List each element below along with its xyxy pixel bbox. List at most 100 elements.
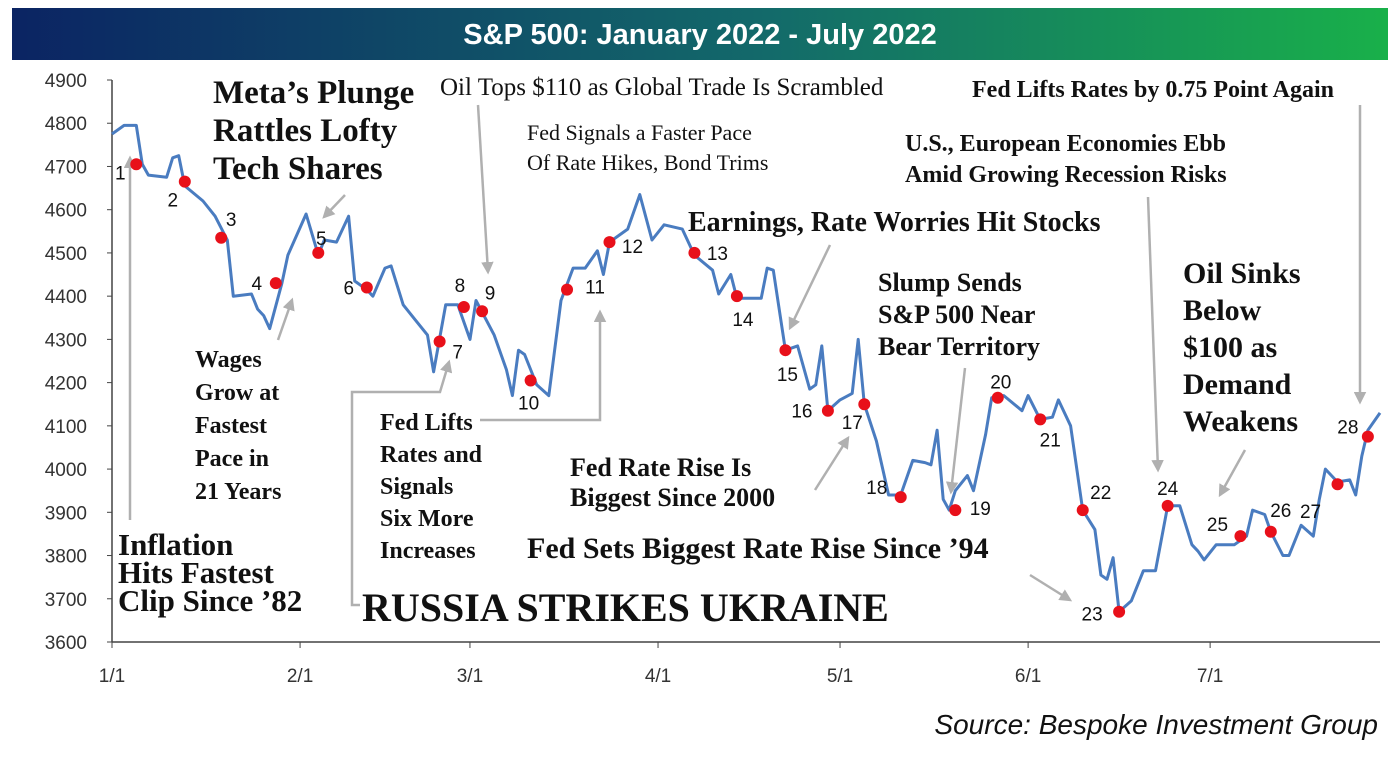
arrow	[480, 309, 607, 422]
y-tick-label: 4900	[45, 71, 87, 92]
annotation: Grow at	[195, 380, 279, 406]
annotation: Fed Sets Biggest Rate Rise Since ’94	[527, 532, 989, 565]
y-tick-label: 4600	[45, 201, 87, 222]
annotation: Fed Rate Rise Is	[570, 453, 751, 482]
annotation: Signals	[380, 474, 453, 500]
y-tick-label: 4400	[45, 287, 87, 308]
arrow	[788, 244, 832, 331]
y-tick-label: 3600	[45, 633, 87, 654]
event-marker	[561, 283, 574, 296]
event-label: 8	[455, 276, 466, 297]
event-label: 15	[777, 365, 798, 386]
event-marker	[269, 277, 282, 290]
event-label: 16	[791, 402, 812, 423]
annotation: Amid Growing Recession Risks	[905, 162, 1227, 188]
annotation: Fed Lifts Rates by 0.75 Point Again	[972, 77, 1334, 103]
event-marker	[894, 491, 907, 504]
price-line	[111, 123, 1382, 614]
annotation: Rates and	[380, 442, 483, 468]
event-marker	[130, 158, 143, 171]
annotation: Fed Lifts	[380, 410, 473, 436]
y-tick-label: 3900	[45, 503, 87, 524]
x-tick-label: 1/1	[99, 666, 125, 687]
event-marker	[949, 504, 962, 517]
annotation: RUSSIA STRIKES UKRAINE	[362, 585, 889, 630]
event-marker	[858, 398, 871, 411]
x-tick-label: 2/1	[287, 666, 313, 687]
annotation: Below	[1183, 294, 1262, 327]
event-label: 11	[585, 278, 605, 299]
event-label: 9	[485, 283, 496, 304]
annotation: 21 Years	[195, 479, 281, 505]
event-label: 6	[344, 279, 355, 300]
event-label: 10	[518, 393, 539, 414]
source-note: Source: Bespoke Investment Group	[934, 709, 1378, 740]
event-marker	[991, 391, 1004, 404]
y-tick-label: 3700	[45, 590, 87, 611]
y-tick-label: 3800	[45, 547, 87, 568]
y-tick-label: 4300	[45, 330, 87, 351]
x-tick-label: 5/1	[827, 666, 853, 687]
title-banner	[12, 8, 1388, 60]
event-label: 25	[1207, 515, 1228, 536]
event-marker	[1076, 504, 1089, 517]
event-label: 28	[1337, 418, 1358, 439]
y-tick-label: 4100	[45, 417, 87, 438]
event-label: 24	[1157, 479, 1179, 500]
event-marker	[457, 300, 470, 313]
arrow	[1029, 573, 1073, 602]
annotation: Demand	[1183, 368, 1292, 401]
annotation: Hits Fastest	[118, 555, 275, 590]
event-label: 14	[732, 310, 754, 331]
event-label: 2	[168, 191, 179, 212]
event-label: 23	[1082, 605, 1103, 626]
x-tick-label: 7/1	[1197, 666, 1223, 687]
arrow	[1146, 196, 1164, 473]
event-marker	[821, 404, 834, 417]
event-label: 4	[252, 274, 263, 295]
y-tick-label: 4800	[45, 114, 87, 135]
annotation: $100 as	[1183, 331, 1277, 364]
arrow	[276, 297, 295, 341]
event-label: 12	[622, 237, 643, 258]
annotation: Pace in	[195, 446, 269, 472]
arrow	[350, 359, 453, 607]
event-label: 13	[707, 244, 728, 265]
y-tick-label: 4700	[45, 157, 87, 178]
event-marker	[476, 305, 489, 318]
event-label: 7	[452, 343, 463, 364]
annotation: Oil Sinks	[1183, 257, 1301, 290]
event-marker	[1234, 530, 1247, 543]
event-label: 1	[115, 163, 126, 184]
x-tick-label: 6/1	[1015, 666, 1041, 687]
event-marker	[360, 281, 373, 294]
annotation: Bear Territory	[878, 332, 1040, 361]
annotation: Tech Shares	[213, 151, 383, 187]
event-label: 21	[1040, 430, 1061, 451]
event-label: 22	[1090, 483, 1111, 504]
annotation: U.S., European Economies Ebb	[905, 131, 1226, 157]
annotation: Slump Sends	[878, 268, 1022, 297]
annotation-arrows	[123, 104, 1367, 607]
event-label: 3	[226, 210, 237, 231]
event-marker	[1331, 478, 1344, 491]
event-label: 5	[316, 229, 327, 250]
annotation: Six More	[380, 506, 474, 532]
annotation: Fed Signals a Faster Pace	[527, 120, 752, 145]
event-marker	[1361, 430, 1374, 443]
arrow	[813, 435, 850, 491]
annotation: Biggest Since 2000	[570, 483, 775, 512]
x-tick-label: 3/1	[457, 666, 483, 687]
event-marker	[524, 374, 537, 387]
event-marker	[1034, 413, 1047, 426]
event-label: 17	[842, 413, 863, 434]
event-label: 27	[1300, 502, 1321, 523]
event-marker	[779, 344, 792, 357]
y-tick-label: 4500	[45, 244, 87, 265]
arrow	[322, 194, 346, 219]
event-label: 19	[970, 499, 991, 520]
annotation: Of Rate Hikes, Bond Trims	[527, 150, 768, 175]
arrow	[476, 104, 494, 275]
event-marker	[215, 231, 228, 244]
